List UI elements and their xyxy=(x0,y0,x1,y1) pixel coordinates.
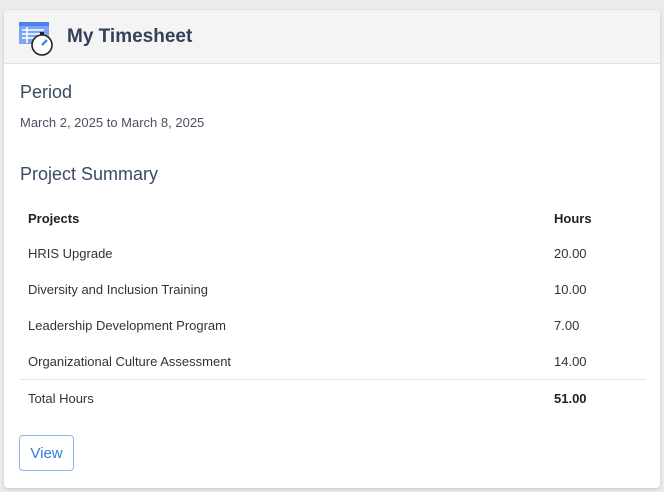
project-hours: 7.00 xyxy=(554,317,580,333)
table-row: Organizational Culture Assessment 14.00 xyxy=(20,343,646,380)
project-name: Leadership Development Program xyxy=(28,317,226,333)
period-range: March 2, 2025 to March 8, 2025 xyxy=(20,115,205,130)
project-summary-table: Projects Hours HRIS Upgrade 20.00 Diversi… xyxy=(20,201,646,416)
project-summary-heading: Project Summary xyxy=(20,164,159,184)
table-row: Diversity and Inclusion Training 10.00 xyxy=(20,271,646,307)
table-row: Leadership Development Program 7.00 xyxy=(20,307,646,343)
column-header-hours: Hours xyxy=(554,210,592,226)
page-title: My Timesheet xyxy=(67,25,193,47)
view-button[interactable]: View xyxy=(19,435,74,471)
card-header: My Timesheet xyxy=(4,10,660,64)
project-name: HRIS Upgrade xyxy=(28,245,113,261)
project-hours: 14.00 xyxy=(554,353,587,369)
total-label: Total Hours xyxy=(20,379,546,416)
timesheet-card: My Timesheet Period March 2, 2025 to Mar… xyxy=(4,10,660,488)
total-row: Total Hours 51.00 xyxy=(20,379,646,416)
project-name: Organizational Culture Assessment xyxy=(28,353,232,369)
project-hours: 10.00 xyxy=(554,281,587,297)
timesheet-stopwatch-icon xyxy=(18,19,54,56)
total-hours: 51.00 xyxy=(546,379,646,416)
project-hours: 20.00 xyxy=(554,245,587,261)
period-heading: Period xyxy=(20,82,73,102)
column-header-projects: Projects xyxy=(28,210,80,226)
project-name: Diversity and Inclusion Training xyxy=(28,281,208,297)
table-row: HRIS Upgrade 20.00 xyxy=(20,235,646,271)
